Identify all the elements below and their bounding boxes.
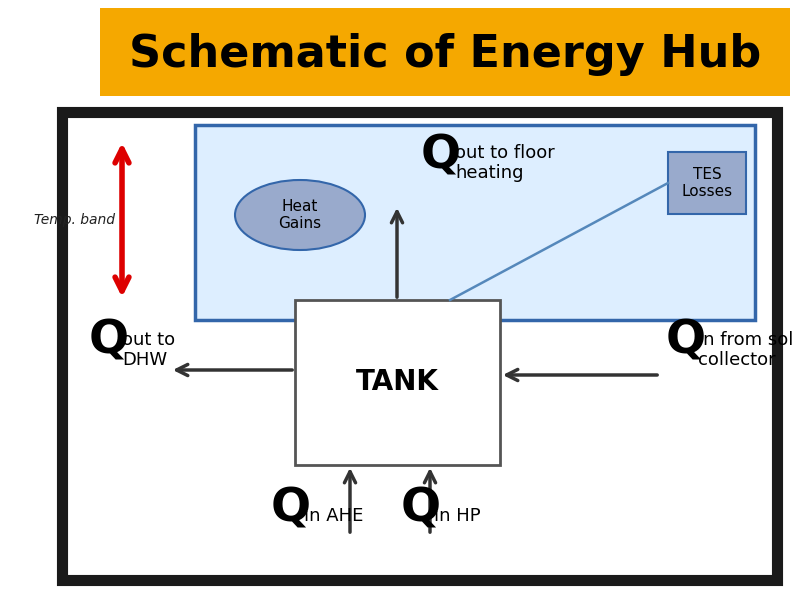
Bar (668, 152, 746, 214)
Text: $\mathbf{Q}$: $\mathbf{Q}$ (270, 486, 310, 531)
Bar (62, 112, 777, 580)
Text: out to
DHW: out to DHW (122, 331, 175, 369)
Text: in HP: in HP (434, 507, 480, 525)
Text: $\mathbf{Q}$: $\mathbf{Q}$ (400, 486, 440, 531)
Text: TANK: TANK (356, 368, 438, 396)
Bar (295, 300, 500, 465)
Text: in AHE: in AHE (304, 507, 364, 525)
Text: $\mathbf{Q}$: $\mathbf{Q}$ (665, 318, 705, 362)
Text: Heat
Gains: Heat Gains (279, 199, 322, 231)
Text: TES
Losses: TES Losses (681, 167, 733, 199)
Text: in from solar
collector: in from solar collector (698, 331, 794, 369)
Text: $\mathbf{Q}$: $\mathbf{Q}$ (420, 133, 460, 177)
Bar (195, 125, 755, 320)
Ellipse shape (235, 180, 365, 250)
Text: $\mathbf{Q}$: $\mathbf{Q}$ (88, 318, 128, 362)
Text: out to floor
heating: out to floor heating (455, 143, 555, 183)
Text: Schematic of Energy Hub: Schematic of Energy Hub (129, 33, 761, 77)
Text: Temp. band: Temp. band (34, 213, 115, 227)
Bar (100, 8, 790, 96)
